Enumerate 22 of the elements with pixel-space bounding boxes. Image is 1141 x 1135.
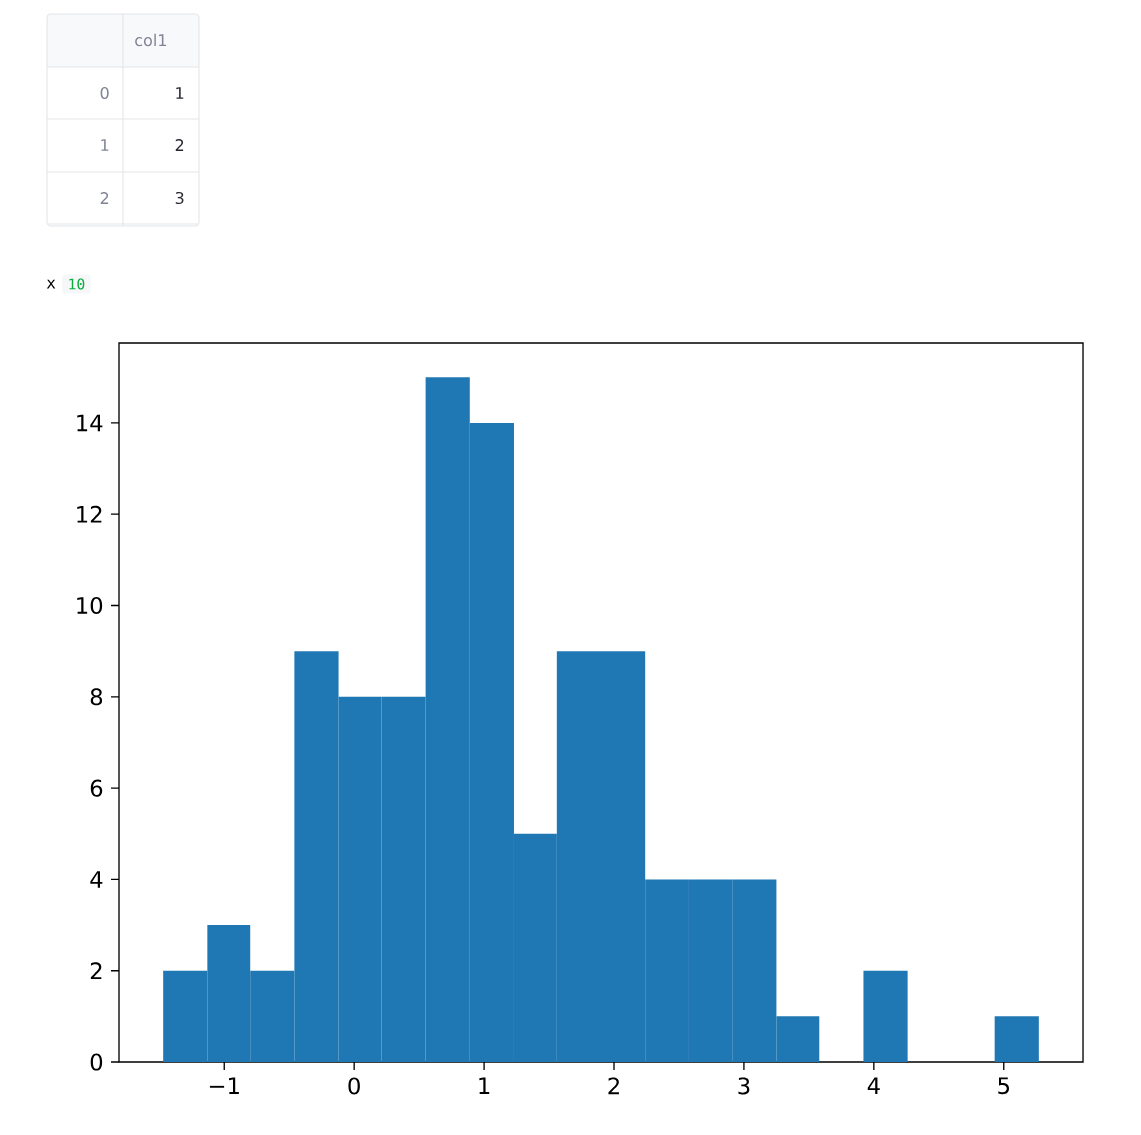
y-tick-label: 10 — [77, 596, 103, 615]
y-tick-label: 2 — [90, 962, 102, 980]
x-tick-label: 4 — [867, 1077, 880, 1094]
x-tick-label: 3 — [738, 1077, 750, 1095]
y-tick-label: 4 — [90, 871, 103, 888]
text: 3 — [175, 191, 184, 205]
y-tick-label: 0 — [90, 1053, 103, 1071]
text: 1 — [176, 87, 184, 99]
y-tick-label: 8 — [90, 688, 103, 706]
x-tick-label: 1 — [479, 1077, 490, 1094]
x-tick-label: −1 — [209, 1077, 239, 1094]
x-tick-label: 2 — [608, 1077, 619, 1095]
text: 2 — [175, 139, 184, 151]
text: 1 — [101, 139, 109, 151]
text: col1 — [135, 33, 167, 47]
y-tick-label: 6 — [90, 779, 103, 797]
y-tick-label: 14 — [77, 414, 103, 432]
x-tick-label: 0 — [348, 1077, 360, 1095]
x-tick-label: 5 — [998, 1077, 1009, 1095]
text: x — [46, 279, 56, 289]
text: 10 — [69, 278, 85, 290]
y-tick-label: 12 — [77, 505, 102, 523]
